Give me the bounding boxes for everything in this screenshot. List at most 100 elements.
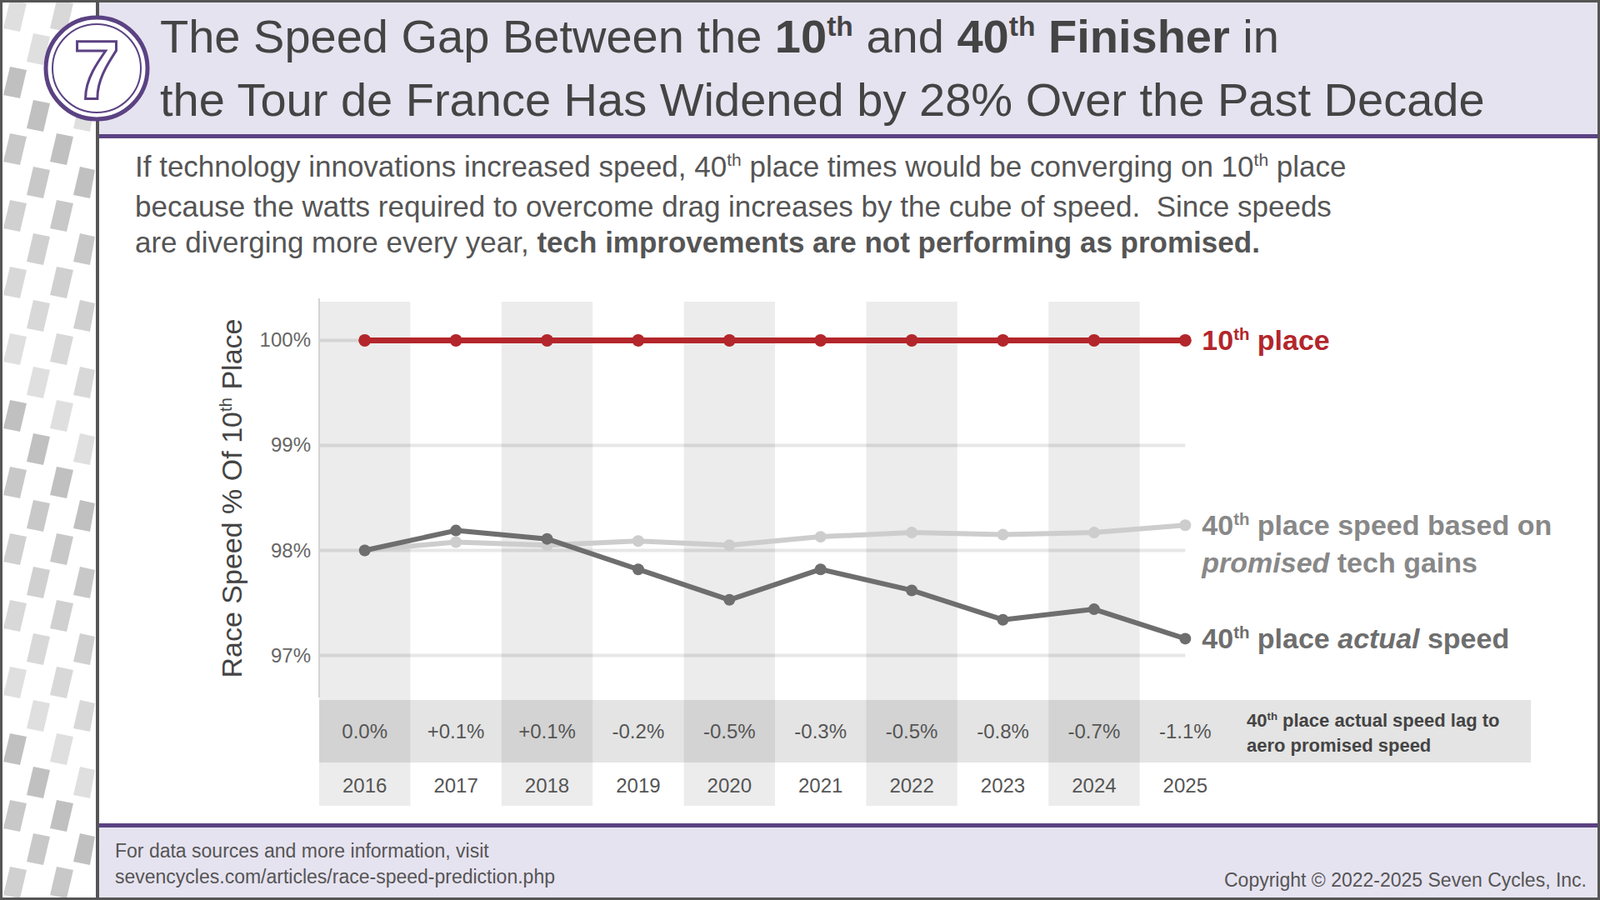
checker-cell [3,733,27,765]
text-run: tech gains [1329,546,1478,579]
text-run: 40 [1201,622,1234,655]
series-marker [905,334,919,347]
checker-cell [73,566,95,599]
checker-cell [50,333,74,365]
header-rule [97,134,1600,139]
text-run: and [853,10,958,63]
checker-cell [26,100,50,132]
checker-cell [73,300,95,332]
checker-cell [26,633,50,665]
text-line: are diverging more every year, tech impr… [135,224,1346,260]
checker-cell [3,800,27,832]
footer-band [97,825,1600,900]
footer-source: For data sources and more information, v… [115,838,555,890]
y-tick-label: 99% [270,433,311,457]
series-marker [905,526,918,539]
text-run: th [726,150,742,170]
left-rule [95,0,100,900]
checker-cell [3,333,27,365]
series-marker [1179,632,1191,645]
checker-cell [26,366,50,399]
series-marker [1179,519,1191,531]
checker-cell [3,466,27,499]
series-marker [814,334,827,347]
text-line: because the watts required to overcome d… [135,188,1346,225]
checker-cell [50,800,74,832]
checker-decoration [3,0,95,900]
series-label: 40th place speed based on promised tech … [1201,508,1560,580]
text-run: the Tour de France Has Widened by 28% Ov… [160,73,1485,126]
footer-copyright: Copyright © 2022-2025 Seven Cycles, Inc. [1224,867,1587,894]
checker-cell [3,133,27,165]
text-run: Finisher [1035,10,1230,63]
footer-line: sevencycles.com/articles/race-speed-pred… [115,864,555,890]
annotation-label: -0.5% [865,720,958,744]
checker-cell [3,533,27,565]
checker-cell [3,66,27,99]
x-tick-label: 2024 [1044,774,1145,798]
column-shade [501,301,593,806]
checker-cell [50,733,74,765]
series-marker [723,594,735,606]
checker-cell [50,466,74,499]
y-axis-line [318,298,320,698]
text-run: tech improvements are not performing as … [536,225,1260,259]
annotation-label: -0.2% [592,720,685,744]
column-shade [1048,301,1140,806]
logo-text: 7 [73,23,120,117]
series-marker [996,334,1010,347]
series-label: 40th place actual speed [1201,621,1510,660]
text-run: in [1230,10,1280,63]
checker-cell [50,400,74,432]
checker-cell [73,166,95,199]
annotation-title: 40th place actual speed lag to aero prom… [1246,709,1526,757]
text-run: th [1233,325,1250,344]
text-line: The Speed Gap Between the 10th and 40th … [160,8,1485,72]
subtitle: If technology innovations increased spee… [135,148,1346,260]
checker-cell [73,700,95,732]
series-marker [450,525,462,537]
y-tick-label: 97% [270,644,311,668]
x-tick-label: 2019 [588,774,689,798]
checker-cell [73,500,95,532]
annotation-label: +0.1% [501,720,594,744]
text-run: th [1233,623,1250,642]
checker-cell [50,866,74,899]
series-line [365,525,1186,550]
checker-cell [26,166,50,199]
checker-cell [50,133,74,165]
series-marker [450,334,463,347]
checker-cell [26,700,50,732]
series-marker [1087,334,1100,347]
text-run: place actual speed lag to aero promised … [1246,710,1500,756]
column-shade [684,301,775,806]
checker-cell [3,0,27,32]
series-marker [815,563,827,575]
x-tick-label: 2016 [315,774,415,798]
text-run: th [826,10,854,42]
series-marker [723,539,735,551]
series-marker [358,334,371,347]
series-marker [997,614,1010,626]
text-run: are diverging more every year, [135,225,537,259]
checker-cell [50,200,74,232]
x-tick-label: 2017 [405,774,506,798]
checker-cell [26,500,50,532]
text-run: place speed based on [1249,509,1552,541]
text-run: th [215,397,235,412]
checker-cell [3,400,27,432]
series-marker [997,529,1010,541]
y-tick-label: 98% [270,539,311,563]
series-marker [905,584,918,596]
text-run: 40 [1246,710,1267,731]
series-marker [1179,334,1192,347]
text-run: Race Speed % Of 10 [215,411,248,678]
x-tick-label: 2023 [953,774,1054,798]
text-run: If technology innovations increased spee… [135,150,727,183]
page: 7 The Speed Gap Between the 10th and 40th… [0,0,1600,900]
checker-cell [3,200,27,232]
series-marker [541,533,554,545]
text-run: 10 [775,10,827,63]
text-run: actual [1337,622,1420,655]
checker-cell [3,666,27,699]
